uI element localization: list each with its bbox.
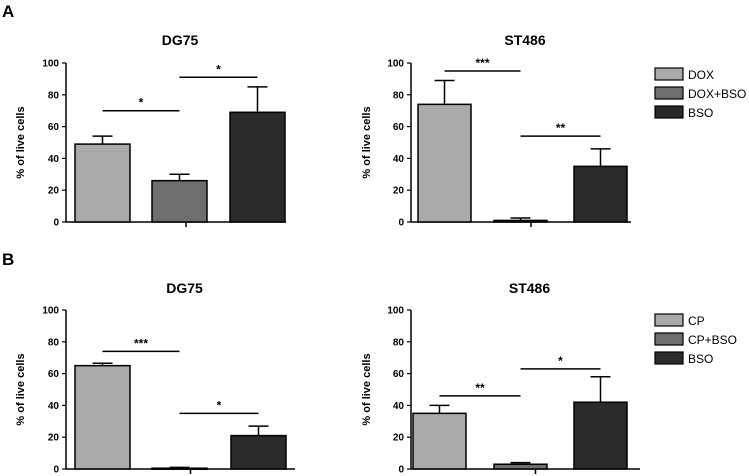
y-tick-label: 20 <box>48 186 60 197</box>
legend-label: CP <box>688 314 705 328</box>
significance-label: * <box>217 398 222 412</box>
significance-label: * <box>558 354 563 368</box>
y-tick-label: 40 <box>393 401 405 412</box>
bar-bso <box>573 165 628 223</box>
y-tick-label: 100 <box>42 306 59 317</box>
y-tick-label: 0 <box>398 465 404 476</box>
legend-label: BSO <box>688 106 713 120</box>
bar-cp-bso <box>493 463 548 470</box>
bar-bso <box>230 434 287 470</box>
significance-label: ** <box>475 381 485 395</box>
y-tick-label: 0 <box>53 465 59 476</box>
significance-label: * <box>139 96 144 110</box>
legend-label: DOX <box>688 68 714 82</box>
y-tick-label: 80 <box>48 90 60 101</box>
charts-layer: DG75% of live cells020406080100**ST486% … <box>15 32 640 476</box>
y-axis-label: % of live cells <box>15 353 27 425</box>
bar-bso <box>573 401 628 470</box>
panel-letter-b: B <box>2 250 14 269</box>
y-tick-label: 40 <box>48 154 60 165</box>
significance-label: *** <box>134 336 148 350</box>
bar-cp <box>412 412 467 470</box>
y-axis-label: % of live cells <box>361 106 373 178</box>
chart-title: ST486 <box>509 280 550 296</box>
y-tick-label: 40 <box>393 154 405 165</box>
y-tick-label: 60 <box>48 369 60 380</box>
y-tick-label: 0 <box>53 218 59 229</box>
legend-swatch <box>654 86 684 100</box>
y-tick-label: 80 <box>393 337 405 348</box>
y-tick-label: 100 <box>387 59 404 70</box>
panel-letter-a: A <box>2 2 14 21</box>
y-axis-label: % of live cells <box>15 106 27 178</box>
y-tick-label: 20 <box>393 433 405 444</box>
bar-dox <box>417 103 472 223</box>
y-tick-label: 60 <box>393 369 405 380</box>
bar-cp <box>74 364 131 470</box>
y-tick-label: 60 <box>48 122 60 133</box>
legend-1: DOX DOX+BSO BSO <box>654 67 746 120</box>
y-tick-label: 60 <box>393 122 405 133</box>
bar-dox-bso <box>151 179 208 223</box>
legend-label: BSO <box>688 352 713 366</box>
chart-title: DG75 <box>166 280 203 296</box>
y-tick-label: 80 <box>393 90 405 101</box>
y-axis-label: % of live cells <box>361 353 373 425</box>
legend-swatch <box>654 351 684 365</box>
legend-2: CP CP+BSO BSO <box>654 313 737 366</box>
legend-swatch <box>654 332 684 346</box>
significance-label: *** <box>475 56 489 70</box>
chart-title: ST486 <box>504 32 545 48</box>
y-tick-label: 100 <box>387 306 404 317</box>
bar-bso <box>229 111 286 223</box>
chart-1: DG75 % of live cells 0 20 40 60 80 100 * * <box>15 32 286 229</box>
legends-layer: DOX DOX+BSO BSO CP CP+BSO BSO <box>654 67 746 366</box>
legend-swatch <box>654 67 684 81</box>
legend-label: DOX+BSO <box>688 87 746 101</box>
y-tick-label: 20 <box>393 186 405 197</box>
y-tick-label: 20 <box>48 433 60 444</box>
significance-label: * <box>216 62 221 76</box>
chart-title: DG75 <box>162 32 199 48</box>
y-tick-label: 100 <box>42 59 59 70</box>
y-tick-label: 40 <box>48 401 60 412</box>
legend-swatch <box>654 313 684 327</box>
bar-dox <box>74 143 131 223</box>
bar-cp-bso <box>151 467 208 470</box>
legend-label: CP+BSO <box>688 333 737 347</box>
y-tick-label: 80 <box>48 337 60 348</box>
significance-label: ** <box>556 121 566 135</box>
y-tick-label: 0 <box>398 218 404 229</box>
bar-dox-bso <box>493 219 548 223</box>
legend-swatch <box>654 105 684 119</box>
